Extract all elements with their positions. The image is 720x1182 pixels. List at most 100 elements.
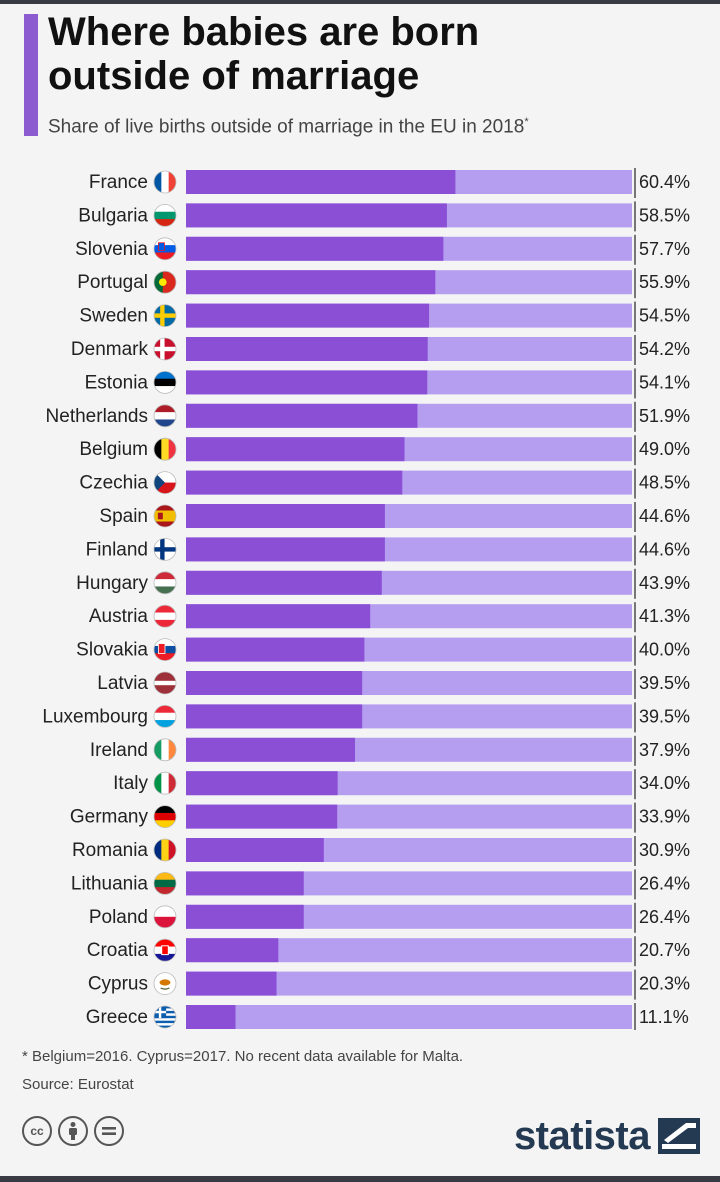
data-label: 55.9%: [639, 272, 690, 292]
bar-row: Portugal 55.9%: [77, 268, 690, 299]
italy-flag-icon: [153, 771, 177, 795]
data-label: 20.3%: [639, 974, 690, 994]
bar: [186, 938, 279, 963]
page-title: Where babies are born outside of marriag…: [48, 10, 688, 98]
netherlands-flag-icon: [153, 404, 177, 428]
data-label: 44.6%: [639, 506, 690, 526]
bar-row: Latvia 39.5%: [97, 669, 690, 699]
category-label: Sweden: [79, 306, 148, 327]
czechia-flag-icon: [153, 471, 177, 495]
bar: [186, 337, 428, 361]
bar: [186, 570, 382, 595]
bar: [186, 704, 363, 729]
slovakia-flag-icon: [153, 638, 177, 662]
bar-row: Sweden 54.5%: [79, 301, 690, 332]
category-label: Luxembourg: [42, 706, 148, 727]
bar: [186, 971, 277, 996]
bar: [186, 671, 363, 695]
bar-row: Poland 26.4%: [89, 902, 690, 933]
source-note: Source: Eurostat: [22, 1076, 134, 1093]
bar: [186, 737, 356, 762]
bar: [186, 370, 428, 395]
bar-row: Czechia 48.5%: [79, 468, 690, 499]
category-label: Austria: [89, 606, 149, 627]
top-border: [0, 0, 720, 4]
bar: [186, 270, 436, 295]
category-label: Slovakia: [76, 640, 148, 661]
hungary-flag-icon: [153, 571, 177, 595]
bar-track: [186, 1005, 632, 1029]
estonia-flag-icon: [153, 370, 177, 394]
category-label: Netherlands: [46, 406, 148, 427]
data-label: 40.0%: [639, 640, 690, 660]
bar: [186, 804, 338, 829]
data-label: 54.2%: [639, 339, 690, 359]
bar-row: France 60.4%: [89, 168, 690, 198]
data-label: 30.9%: [639, 840, 690, 860]
bar-row: Netherlands 51.9%: [46, 401, 690, 432]
bar: [186, 637, 365, 662]
data-label: 58.5%: [639, 205, 690, 225]
bar-row: Austria 41.3%: [89, 602, 690, 633]
data-label: 57.7%: [639, 239, 690, 259]
statista-logo-icon: [658, 1118, 700, 1154]
category-label: Italy: [113, 773, 148, 794]
category-label: Finland: [86, 539, 148, 560]
greece-flag-icon: [153, 1005, 177, 1029]
cyprus-flag-icon: [153, 972, 177, 995]
bar: [186, 203, 447, 228]
category-label: Greece: [86, 1007, 148, 1028]
germany-flag-icon: [153, 805, 177, 828]
ireland-flag-icon: [153, 738, 177, 762]
category-label: Ireland: [90, 740, 148, 761]
bar: [186, 771, 338, 796]
bar-row: Luxembourg 39.5%: [42, 702, 690, 733]
data-label: 11.1%: [639, 1007, 689, 1027]
category-label: Portugal: [77, 272, 148, 293]
subtitle: Share of live births outside of marriage…: [48, 116, 698, 138]
belgium-flag-icon: [153, 437, 177, 461]
category-label: Spain: [99, 506, 148, 527]
slovenia-flag-icon: [153, 237, 177, 261]
data-label: 54.1%: [639, 372, 690, 392]
bar: [186, 504, 385, 528]
bar: [186, 838, 324, 862]
bar: [186, 236, 444, 261]
bar: [186, 537, 385, 562]
cc-icon: cc: [22, 1116, 52, 1146]
subtitle-text: Share of live births outside of marriage…: [48, 116, 525, 138]
bar: [186, 1005, 236, 1029]
footnote: * Belgium=2016. Cyprus=2017. No recent d…: [22, 1048, 464, 1065]
category-label: Czechia: [79, 473, 148, 494]
bar-row: Greece 11.1%: [86, 1003, 689, 1030]
data-label: 43.9%: [639, 573, 690, 593]
bar: [186, 470, 403, 495]
category-label: Croatia: [87, 940, 149, 961]
statista-logo[interactable]: statista: [514, 1112, 700, 1160]
attribution-icon: [58, 1116, 88, 1146]
subtitle-footnote-mark: *: [524, 116, 529, 128]
category-label: Estonia: [85, 372, 149, 393]
category-label: Slovenia: [75, 239, 148, 260]
data-label: 33.9%: [639, 807, 690, 827]
croatia-flag-icon: [153, 938, 177, 962]
category-label: Germany: [70, 807, 149, 828]
bulgaria-flag-icon: [153, 204, 177, 227]
romania-flag-icon: [153, 838, 177, 862]
category-label: Hungary: [76, 573, 148, 594]
poland-flag-icon: [153, 905, 177, 929]
bar: [186, 871, 304, 896]
title-accent-bar: [24, 14, 38, 136]
bottom-border: [0, 1176, 720, 1182]
sweden-flag-icon: [153, 304, 177, 328]
data-label: 41.3%: [639, 606, 690, 626]
austria-flag-icon: [153, 604, 177, 628]
lithuania-flag-icon: [153, 872, 177, 895]
data-label: 51.9%: [639, 406, 690, 426]
bar-row: Belgium 49.0%: [79, 435, 690, 466]
category-label: Romania: [72, 840, 148, 861]
title-line-2: outside of marriage: [48, 54, 420, 98]
bar-row: Slovenia 57.7%: [75, 234, 690, 265]
data-label: 48.5%: [639, 473, 690, 493]
no-derivatives-icon: [94, 1116, 124, 1146]
